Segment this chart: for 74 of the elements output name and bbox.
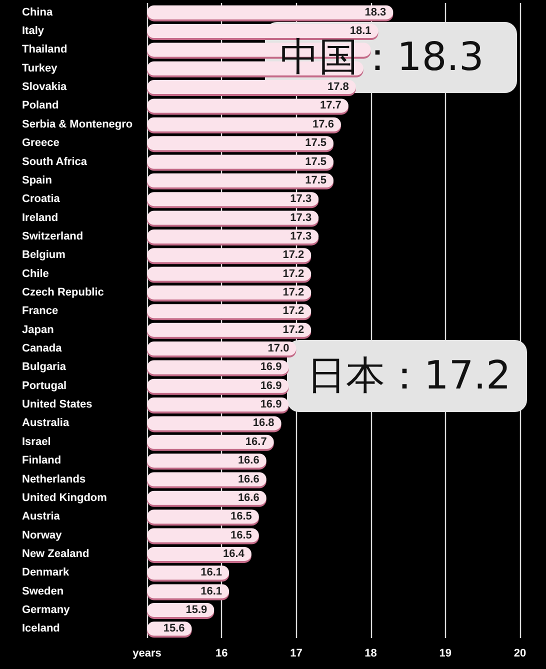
y-tick-label: Italy [22, 25, 45, 38]
y-tick-label: Israel [22, 436, 51, 448]
y-tick-label: Canada [22, 342, 63, 355]
data-label: 16.1 [200, 566, 222, 579]
y-tick-label: Slovakia [22, 81, 68, 94]
y-tick-label: Bulgaria [22, 361, 67, 374]
data-label: 17.2 [282, 286, 304, 298]
y-tick-label: South Africa [22, 156, 88, 168]
data-label: 16.1 [200, 585, 222, 598]
data-label: 18.1 [350, 25, 372, 38]
y-tick-label: Switzerland [22, 230, 84, 242]
data-label: 17.5 [305, 156, 326, 168]
data-label: 16.6 [238, 492, 260, 504]
y-tick-label: Austria [22, 510, 61, 523]
data-label: 17.3 [290, 193, 312, 206]
data-label: 17.7 [320, 100, 342, 112]
y-tick-label: Norway [22, 529, 63, 542]
annotation: 日本：17.2 [307, 354, 511, 398]
y-tick-label: Croatia [22, 193, 61, 206]
y-tick-label: Japan [22, 324, 54, 336]
y-tick-label: United Kingdom [22, 492, 108, 504]
data-label: 17.0 [268, 342, 290, 355]
data-label: 17.2 [282, 305, 304, 318]
data-label: 18.3 [364, 6, 386, 18]
data-label: 17.8 [327, 81, 349, 94]
y-tick-label: Belgium [22, 249, 66, 262]
annotation: 中国：18.3 [280, 35, 484, 80]
data-label: 17.2 [282, 324, 304, 336]
y-tick-label: Denmark [22, 566, 70, 579]
data-label: 16.4 [223, 548, 246, 560]
data-label: 17.6 [312, 118, 334, 130]
data-label: 17.5 [305, 174, 326, 186]
data-label: 17.2 [282, 268, 304, 280]
data-label: 16.9 [260, 361, 282, 374]
data-label: 16.5 [230, 510, 252, 523]
y-tick-label: Finland [22, 454, 62, 467]
y-tick-label: Thailand [22, 44, 68, 56]
data-label: 16.9 [260, 398, 282, 411]
data-label: 15.9 [186, 604, 208, 616]
x-tick-label: 17 [290, 648, 302, 660]
y-tick-label: Germany [22, 604, 71, 616]
data-label: 17.3 [290, 230, 312, 242]
data-label: 16.8 [252, 417, 274, 430]
y-tick-label: United States [22, 398, 92, 411]
data-label: 17.2 [282, 249, 304, 262]
x-tick-label: years [132, 648, 162, 660]
y-tick-label: Netherlands [22, 473, 86, 486]
data-label: 16.9 [260, 380, 282, 392]
x-tick-label: 16 [215, 648, 228, 660]
data-label: 16.6 [238, 473, 260, 486]
y-tick-label: Australia [22, 417, 70, 430]
data-label: 17.3 [290, 212, 312, 224]
data-label: 16.6 [238, 454, 260, 467]
y-tick-label: France [22, 305, 58, 318]
y-tick-label: Poland [22, 100, 59, 112]
x-tick-label: 18 [364, 648, 377, 660]
y-tick-label: Sweden [22, 585, 64, 598]
x-tick-label: 20 [514, 648, 526, 660]
data-label: 16.7 [245, 436, 267, 448]
y-tick-label: Turkey [22, 62, 58, 74]
x-tick-label: 19 [439, 648, 452, 660]
y-tick-label: Spain [22, 174, 52, 186]
y-tick-label: Czech Republic [22, 286, 104, 298]
y-tick-label: Serbia & Montenegro [22, 118, 133, 130]
y-tick-label: Portugal [22, 380, 67, 392]
data-label: 17.5 [305, 137, 326, 150]
y-tick-label: Greece [22, 137, 60, 150]
y-tick-label: Iceland [22, 622, 60, 635]
y-tick-label: China [22, 6, 54, 18]
y-tick-label: Ireland [22, 212, 58, 224]
y-tick-label: Chile [22, 268, 49, 280]
data-label: 15.6 [163, 622, 185, 635]
y-tick-label: New Zealand [22, 548, 90, 560]
data-label: 16.5 [230, 529, 252, 542]
